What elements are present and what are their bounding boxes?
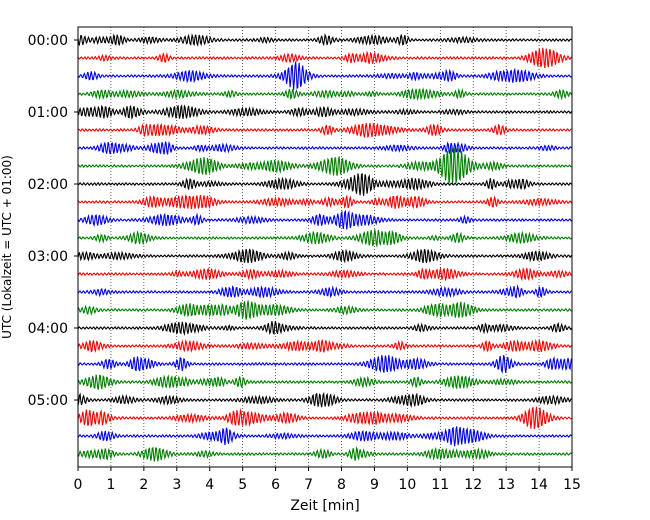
seismic-trace: [77, 140, 572, 155]
seismic-trace: [77, 391, 572, 408]
seismic-trace: [77, 406, 572, 430]
seismic-trace: [77, 209, 572, 230]
seismic-trace: [77, 61, 572, 91]
seismic-trace: [77, 173, 572, 196]
plot-area-frame: [77, 26, 573, 468]
y-tick-label: 03:00: [28, 249, 68, 265]
seismic-trace: [77, 87, 573, 101]
seismic-trace: [77, 194, 572, 210]
seismic-trace: [77, 354, 573, 375]
x-axis-label: Zeit [min]: [290, 498, 359, 514]
seismic-trace: [77, 229, 572, 248]
x-tick-label: 7: [304, 477, 313, 493]
y-axis-ticks: 00:00 01:00 02:00 03:00 04:00 05:00: [28, 33, 78, 409]
y-tick-label: 01:00: [28, 105, 68, 121]
x-axis-ticks: 0 1 2 3 4 5 6 7 8 9 10 11 12 13 14 15: [74, 467, 581, 493]
x-tick-label: 1: [106, 477, 115, 493]
x-tick-label: 15: [563, 477, 581, 493]
seismic-traces: [77, 33, 573, 462]
plot-area-background: [78, 27, 572, 467]
x-tick-label: 2: [139, 477, 148, 493]
x-tick-label: 8: [337, 477, 346, 493]
x-tick-label: 3: [172, 477, 181, 493]
y-axis-label: UTC (Lokalzeit = UTC + 01:00): [0, 155, 14, 339]
seismic-trace: [77, 47, 572, 69]
seismic-trace: [77, 266, 572, 282]
seismic-trace: [77, 33, 572, 47]
y-tick-label: 05:00: [28, 393, 68, 409]
x-tick-label: 12: [464, 477, 482, 493]
x-tick-label: 4: [205, 477, 214, 493]
x-tick-label: 13: [497, 477, 515, 493]
x-tick-label: 9: [370, 477, 379, 493]
seismic-trace: [77, 147, 572, 185]
x-tick-label: 10: [398, 477, 416, 493]
x-tick-label: 14: [530, 477, 548, 493]
seismic-trace: [77, 122, 572, 139]
x-tick-label: 0: [74, 477, 83, 493]
x-tick-label: 6: [271, 477, 280, 493]
seismic-trace: [77, 338, 572, 353]
y-tick-label: 02:00: [28, 177, 68, 193]
seismic-trace: [77, 321, 572, 336]
seismic-trace: [77, 284, 572, 299]
y-tick-label: 04:00: [28, 321, 68, 337]
seismic-trace: [77, 248, 572, 264]
seismic-trace: [77, 374, 572, 390]
x-tick-label: 11: [431, 477, 449, 493]
seismic-trace: [77, 300, 572, 320]
seismic-trace: [77, 446, 572, 462]
vertical-gridlines: [110, 27, 540, 467]
x-tick-label: 5: [238, 477, 247, 493]
seismic-trace: [77, 426, 572, 447]
seismic-trace: [77, 104, 572, 120]
y-tick-label: 00:00: [28, 33, 68, 49]
